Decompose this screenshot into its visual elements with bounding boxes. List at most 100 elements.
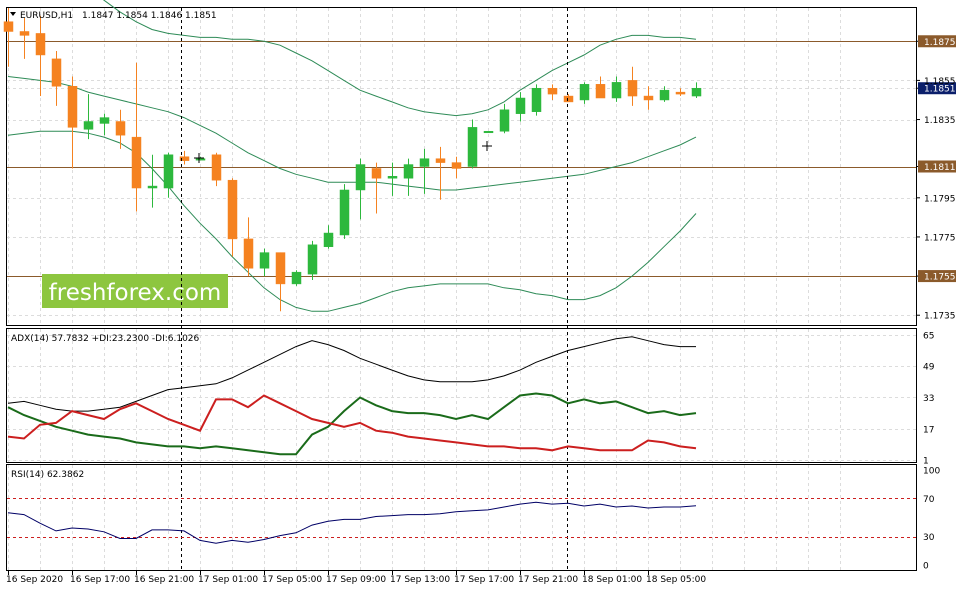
candle-body xyxy=(579,84,590,101)
candle-body xyxy=(659,89,670,101)
candle-body xyxy=(467,127,478,167)
candle-body xyxy=(419,158,430,167)
candle-body xyxy=(499,109,510,132)
candle-body xyxy=(115,121,126,136)
candle-body xyxy=(355,164,366,191)
chevron-down-icon[interactable] xyxy=(10,12,16,16)
candle-body xyxy=(643,95,654,101)
price-tick-label: 1.1735 xyxy=(924,312,956,322)
candle-body xyxy=(3,21,14,32)
rsi-label: RSI(14) 62.3862 xyxy=(11,470,84,480)
time-tick-label: 18 Sep 05:00 xyxy=(646,575,706,585)
adx-tick-label: 49 xyxy=(923,363,935,373)
candle-body xyxy=(515,97,526,114)
time-tick-label: 16 Sep 2020 xyxy=(6,575,63,585)
watermark-text: freshforex.com xyxy=(49,280,222,306)
candle-body xyxy=(323,232,334,247)
candle-body xyxy=(275,252,286,285)
band-middle xyxy=(7,76,697,191)
candle-body xyxy=(51,58,62,87)
session-separators xyxy=(181,8,568,570)
candle-body xyxy=(243,238,254,269)
adx-indicator xyxy=(7,336,697,456)
candle-body xyxy=(691,87,702,97)
candle-body xyxy=(371,168,382,179)
candle-body xyxy=(595,84,606,99)
candle-body xyxy=(451,162,462,169)
candle-body xyxy=(531,87,542,112)
candle-body xyxy=(435,158,446,163)
candle-body xyxy=(387,176,398,179)
candle-body xyxy=(35,33,46,56)
candles xyxy=(3,8,702,312)
band-upper xyxy=(102,0,697,117)
price-tick-label: 1.1795 xyxy=(924,194,956,204)
price-tick-label: 1.1835 xyxy=(924,116,956,126)
candle-body xyxy=(547,87,558,95)
candle-body xyxy=(291,271,302,285)
time-tick-label: 16 Sep 17:00 xyxy=(70,575,130,585)
time-tick-label: 18 Sep 01:00 xyxy=(582,575,642,585)
candle-body xyxy=(83,121,94,130)
adx-tick-label: 17 xyxy=(923,425,934,435)
candle-body xyxy=(307,244,318,275)
level-price-label: 1.1755 xyxy=(924,273,956,283)
rsi-indicator xyxy=(7,498,916,544)
candle-body xyxy=(211,154,222,181)
band-lower xyxy=(7,130,697,312)
adx-label: ADX(14) 57.7832 +DI:23.2300 -DI:6.1026 xyxy=(11,334,200,344)
adx-line-adx xyxy=(7,336,696,412)
rsi-line xyxy=(7,501,697,544)
ohlc-values: 1.1847 1.1854 1.1846 1.1851 xyxy=(82,11,217,21)
rsi-tick-label: 0 xyxy=(923,562,929,572)
candle-body xyxy=(483,131,494,134)
adx-tick-label: 65 xyxy=(923,331,934,341)
candle-body xyxy=(611,82,622,99)
axes: 1.1735 1.1755 1.1775 1.1795 1.1811 1.1835 1.18… xyxy=(6,35,956,585)
level-price-label: 1.1875 xyxy=(924,38,956,48)
candle-body xyxy=(179,156,190,161)
time-tick-label: 17 Sep 13:00 xyxy=(390,575,450,585)
price-tick-label: 1.1855 xyxy=(924,77,956,87)
candle-body xyxy=(403,164,414,179)
candle-body xyxy=(67,86,78,128)
candle-body xyxy=(339,189,350,236)
bollinger-bands xyxy=(7,0,697,312)
level-price-label: 1.1811 xyxy=(924,163,956,173)
rsi-tick-label: 30 xyxy=(923,533,935,543)
candle-body xyxy=(147,185,158,189)
adx-line-minus_di xyxy=(7,394,697,452)
candle-body xyxy=(19,31,30,36)
time-tick-label: 17 Sep 01:00 xyxy=(198,575,258,585)
rsi-tick-label: 70 xyxy=(923,495,935,505)
adx-panel-frame xyxy=(6,328,917,463)
level-price-tag xyxy=(918,270,956,283)
symbol-timeframe: EURUSD,H1 xyxy=(20,11,73,21)
candle-body xyxy=(195,158,206,161)
watermark-badge xyxy=(42,274,228,308)
level-price-tag xyxy=(918,35,956,48)
price-tick-label: 1.1775 xyxy=(924,233,956,243)
adx-line-plus_di xyxy=(7,392,697,456)
time-tick-label: 17 Sep 21:00 xyxy=(518,575,578,585)
adx-tick-label: 33 xyxy=(923,394,934,404)
adx-tick-label: 1 xyxy=(923,457,929,467)
time-tick-label: 17 Sep 17:00 xyxy=(454,575,514,585)
time-tick-label: 17 Sep 09:00 xyxy=(326,575,386,585)
main-panel-frame xyxy=(6,7,917,326)
level-price-tag xyxy=(918,160,956,173)
rsi-panel-frame xyxy=(6,464,917,571)
current-price-tag xyxy=(918,82,956,95)
time-tick-label: 17 Sep 05:00 xyxy=(262,575,322,585)
candle-body xyxy=(227,179,238,240)
candle-body xyxy=(563,95,574,103)
candle-body xyxy=(131,136,142,189)
candle-body xyxy=(163,154,174,189)
candle-body xyxy=(259,252,270,269)
current-price-label: 1.1851 xyxy=(924,85,956,95)
candle-body xyxy=(99,117,110,124)
candle-body xyxy=(675,91,686,95)
rsi-tick-label: 100 xyxy=(923,466,940,476)
time-tick-label: 16 Sep 21:00 xyxy=(134,575,194,585)
